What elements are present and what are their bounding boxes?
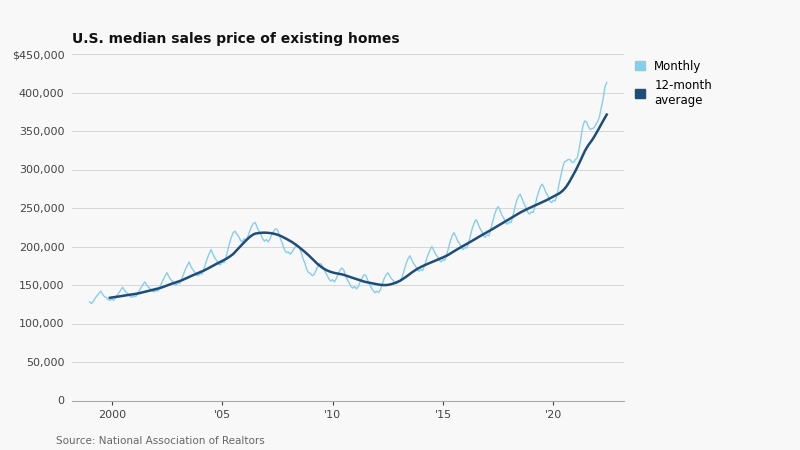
Legend: Monthly, 12-month
average: Monthly, 12-month average <box>635 60 712 107</box>
Text: Source: National Association of Realtors: Source: National Association of Realtors <box>56 436 265 446</box>
Text: U.S. median sales price of existing homes: U.S. median sales price of existing home… <box>72 32 400 46</box>
